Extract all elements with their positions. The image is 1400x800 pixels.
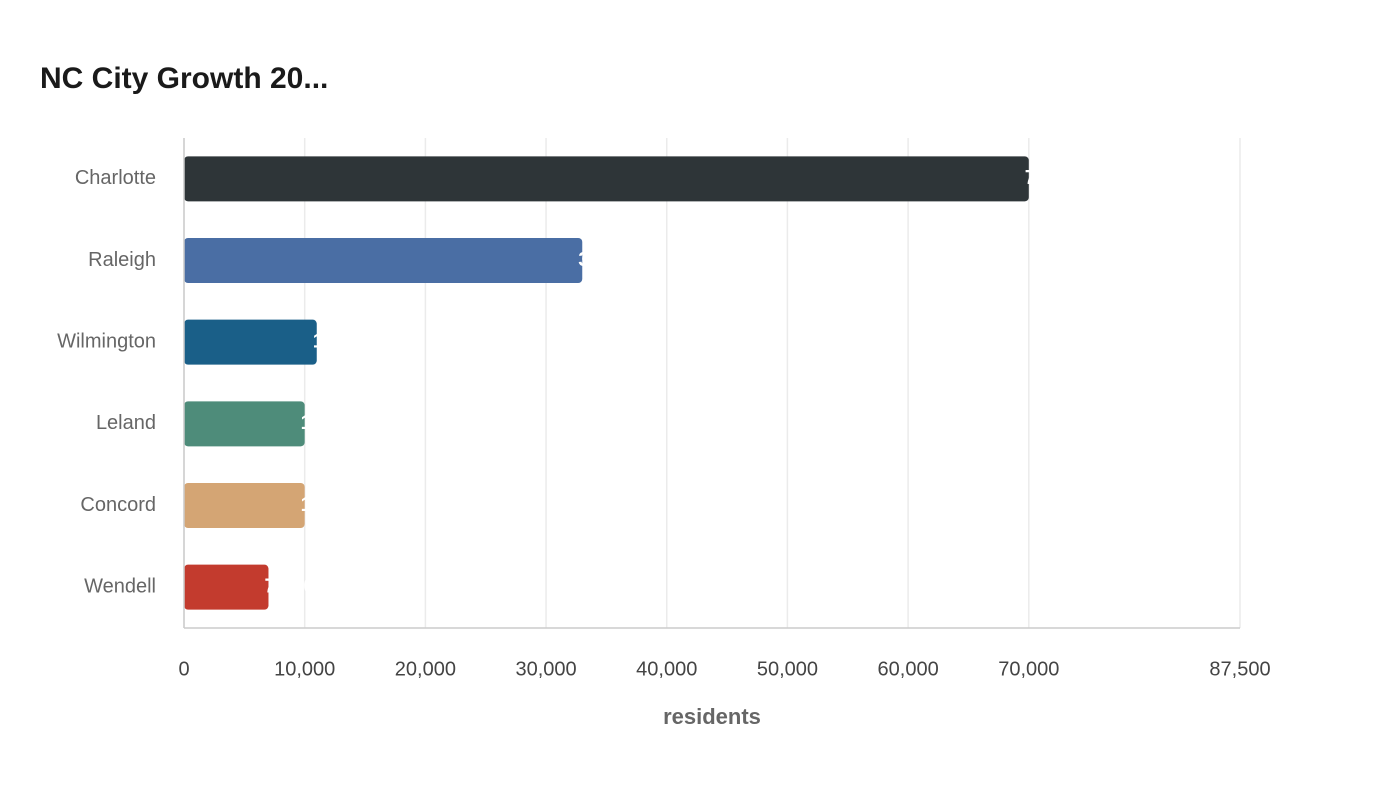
- y-tick-label: Raleigh: [88, 249, 156, 271]
- x-tick-label: 87,500: [1209, 658, 1270, 680]
- value-label: 7,000: [264, 575, 314, 597]
- x-tick-label: 40,000: [636, 658, 697, 680]
- bar: [184, 319, 317, 365]
- value-label: 11,000: [313, 330, 373, 352]
- x-axis-label: residents: [663, 704, 761, 729]
- y-tick-label: Concord: [80, 494, 156, 516]
- bar: [184, 156, 1029, 202]
- x-tick-label: 70,000: [998, 658, 1059, 680]
- value-label: 33,000: [578, 249, 639, 271]
- x-tick-label: 10,000: [274, 658, 335, 680]
- y-tick-label: Wilmington: [57, 330, 156, 352]
- bars: Charlotte 70,000 Raleigh 33,000 Wilmington 11…: [57, 156, 1086, 610]
- x-tick-label: 20,000: [395, 658, 456, 680]
- bar: [184, 401, 305, 447]
- y-tick-label: Charlotte: [75, 167, 156, 189]
- x-tick-label: 0: [178, 658, 189, 680]
- value-label: 10,000: [301, 494, 362, 516]
- chart-title: NC City Growth 20...: [40, 62, 328, 95]
- value-label: 70,000: [1025, 167, 1086, 189]
- x-tick-label: 30,000: [515, 658, 576, 680]
- value-label: 10,000: [301, 412, 362, 434]
- bar: [184, 564, 269, 610]
- y-tick-label: Wendell: [84, 575, 156, 597]
- bar: [184, 483, 305, 528]
- grid: 0 10,000 20,000 30,000 40,000 50,000 60,000 70,…: [178, 138, 1271, 680]
- x-tick-label: 50,000: [757, 658, 818, 680]
- x-tick-label: 60,000: [878, 658, 939, 680]
- bar: [184, 238, 583, 283]
- y-tick-label: Leland: [96, 412, 156, 434]
